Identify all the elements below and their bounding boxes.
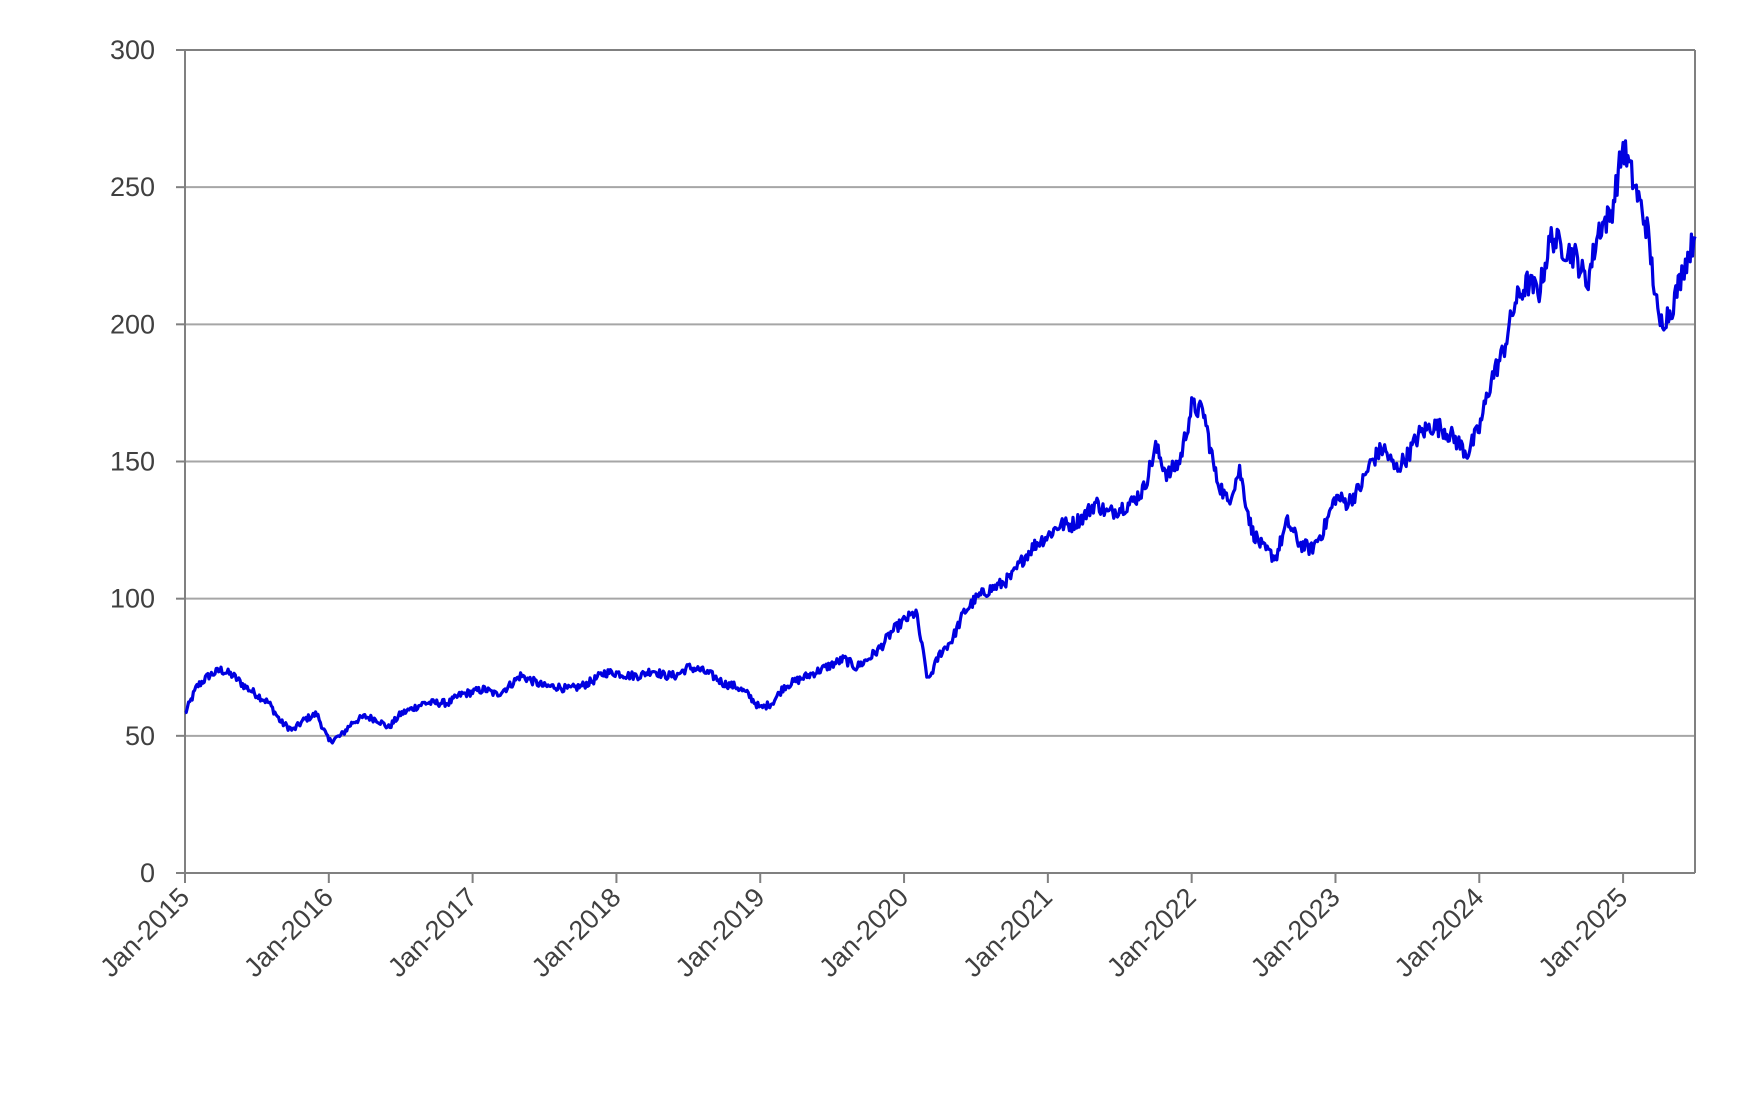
axes [176,49,1696,883]
series-layer [184,139,1697,745]
x-tick-label: Jan-2020 [813,882,914,983]
y-tick-label: 100 [110,584,155,614]
y-tick-label: 250 [110,172,155,202]
y-tick-label: 300 [110,35,155,65]
y-axis-tick-labels: 0 50 100 150 200 250 300 [110,35,155,888]
x-tick-label: Jan-2016 [238,882,339,983]
y-tick-label: 200 [110,309,155,339]
x-tick-label: Jan-2021 [957,882,1058,983]
x-tick-label: Jan-2024 [1389,882,1490,983]
x-tick-label: Jan-2019 [670,882,771,983]
y-tick-label: 0 [140,858,155,888]
x-axis-tick-labels: Jan-2015 Jan-2016 Jan-2017 Jan-2018 Jan-2019… [94,882,1633,983]
x-tick-label: Jan-2018 [526,882,627,983]
series-line [184,139,1697,745]
x-tick-label: Jan-2015 [94,882,195,983]
y-tick-label: 50 [125,721,155,751]
x-tick-label: Jan-2022 [1101,882,1202,983]
gridlines [185,49,1695,737]
x-tick-label: Jan-2023 [1245,882,1346,983]
x-tick-label: Jan-2025 [1533,882,1634,983]
y-tick-label: 150 [110,447,155,477]
x-tick-label: Jan-2017 [382,882,483,983]
